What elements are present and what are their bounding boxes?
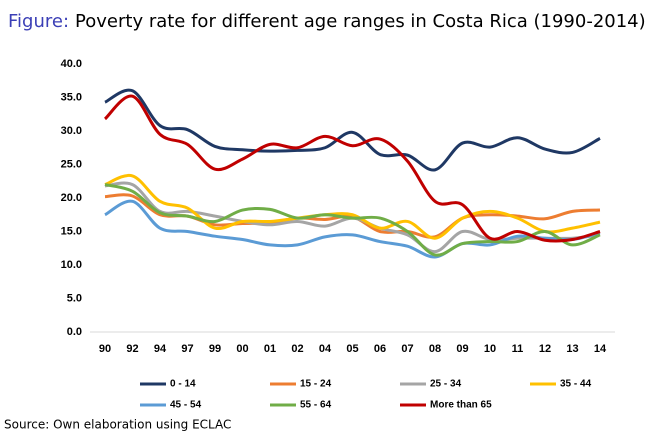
x-tick-label: 10 bbox=[484, 343, 496, 355]
x-tick-label: 99 bbox=[209, 343, 221, 355]
y-tick-label: 20.0 bbox=[61, 192, 82, 204]
x-tick-label: 92 bbox=[126, 343, 138, 355]
x-tick-label: 06 bbox=[374, 343, 386, 355]
legend-label: More than 65 bbox=[430, 400, 492, 411]
x-tick-label: 13 bbox=[566, 343, 578, 355]
x-tick-label: 97 bbox=[181, 343, 193, 355]
x-tick-label: 02 bbox=[291, 343, 303, 355]
x-tick-label: 04 bbox=[319, 343, 332, 355]
legend-label: 15 - 24 bbox=[300, 379, 332, 390]
chart-title: Poverty rate for different age ranges in… bbox=[75, 11, 646, 32]
legend-label: 25 - 34 bbox=[430, 379, 462, 390]
x-tick-label: 14 bbox=[594, 343, 607, 355]
figure-label: Figure: bbox=[8, 11, 69, 32]
y-tick-label: 25.0 bbox=[61, 158, 82, 170]
x-tick-label: 05 bbox=[346, 343, 358, 355]
series-line bbox=[104, 199, 601, 259]
y-tick-label: 30.0 bbox=[61, 125, 82, 137]
y-tick-label: 15.0 bbox=[61, 225, 82, 237]
series-line bbox=[104, 173, 601, 240]
series-line bbox=[103, 94, 601, 243]
x-tick-label: 00 bbox=[236, 343, 248, 355]
x-tick-label: 09 bbox=[456, 343, 468, 355]
y-tick-label: 5.0 bbox=[67, 292, 82, 304]
series-line bbox=[104, 183, 601, 257]
x-tick-label: 08 bbox=[429, 343, 441, 355]
series-line bbox=[104, 88, 601, 172]
x-tick-label: 90 bbox=[99, 343, 111, 355]
x-tick-label: 94 bbox=[154, 343, 167, 355]
legend-label: 35 - 44 bbox=[560, 379, 592, 390]
y-tick-label: 0.0 bbox=[67, 326, 82, 338]
y-tick-label: 35.0 bbox=[61, 91, 82, 103]
source: Source: Own elaboration using ECLAC bbox=[4, 418, 231, 432]
legend-label: 55 - 64 bbox=[300, 400, 332, 411]
y-tick-label: 10.0 bbox=[61, 259, 82, 271]
legend-label: 45 - 54 bbox=[170, 400, 202, 411]
x-tick-label: 01 bbox=[264, 343, 276, 355]
x-tick-label: 11 bbox=[512, 343, 524, 355]
x-tick-label: 07 bbox=[401, 343, 413, 355]
x-tick-label: 12 bbox=[539, 343, 551, 355]
y-tick-label: 40.0 bbox=[61, 58, 82, 70]
legend-label: 0 - 14 bbox=[170, 379, 196, 390]
